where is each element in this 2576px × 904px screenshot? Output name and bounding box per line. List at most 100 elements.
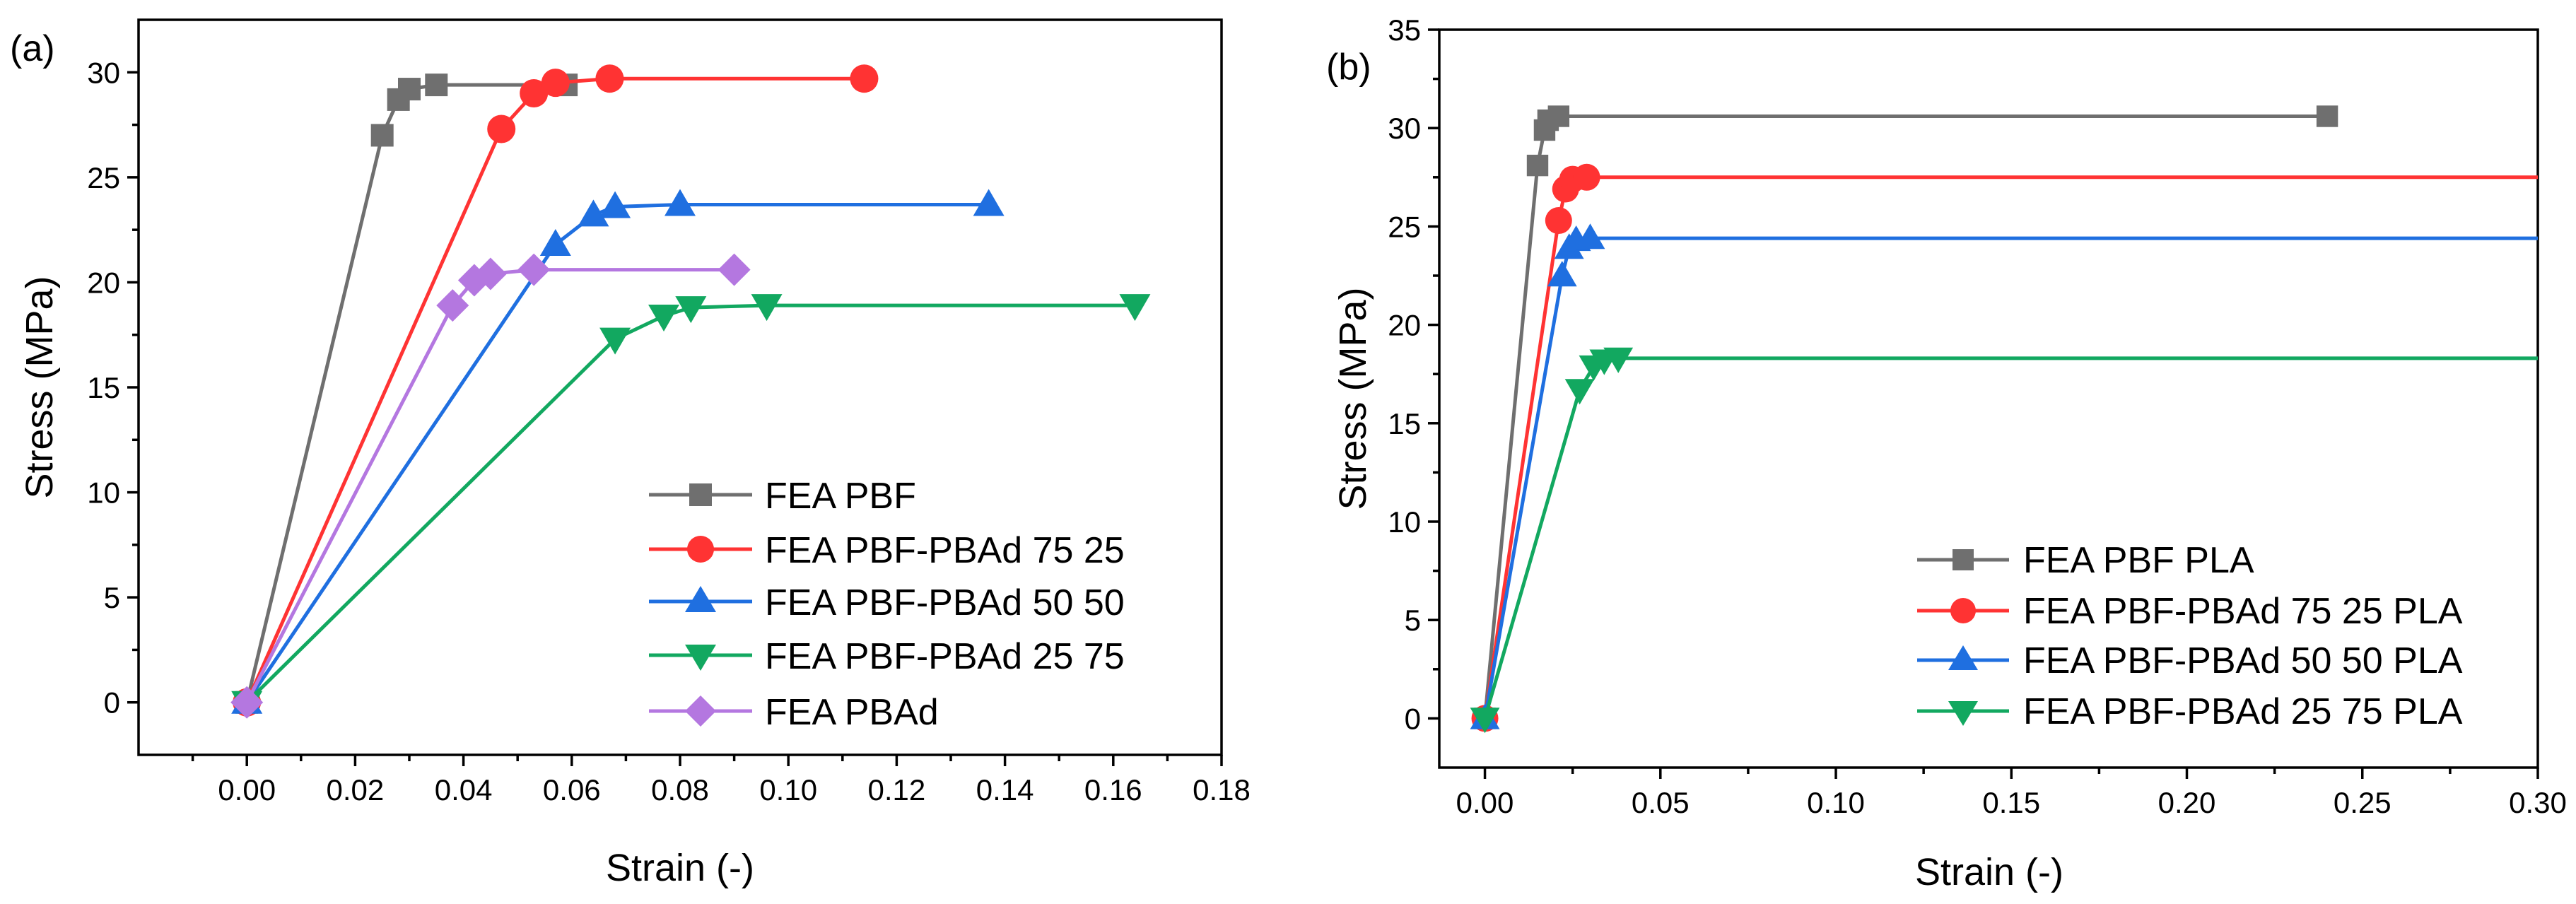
series-fea-pbf-pbad-50-50 [231, 189, 1005, 714]
panel-a-label: (a) [10, 28, 55, 69]
x-tick-label: 0.16 [1084, 773, 1142, 806]
data-point-marker [1575, 223, 1605, 250]
data-point-marker [370, 124, 394, 147]
panel-a-legend-entry-0: FEA PBF [649, 476, 916, 517]
panel-a-legend-entry-3: FEA PBF-PBAd 25 75 [649, 636, 1125, 677]
x-tick-label: 0.04 [435, 773, 493, 806]
panel-a-legend-entry-1: FEA PBF-PBAd 75 25 [649, 530, 1125, 571]
data-point-marker [599, 191, 631, 218]
panel-b-label: (b) [1326, 47, 1371, 88]
x-tick-label: 0.15 [1982, 786, 2040, 819]
legend-circle-marker [1950, 598, 1976, 623]
data-point-marker [665, 189, 696, 216]
data-point-marker [1119, 294, 1151, 322]
data-point-marker [1545, 207, 1572, 235]
panel-b-legend-entry-3: FEA PBF-PBAd 25 75 PLA [1917, 691, 2463, 732]
legend-diamond-marker [685, 695, 716, 727]
series-fea-pbf-pbad-75-25 [233, 64, 879, 717]
x-tick-label: 0.18 [1193, 773, 1251, 806]
data-point-marker [1526, 154, 1549, 177]
series-line [1483, 175, 2538, 719]
y-tick-label: 10 [1388, 505, 1421, 539]
data-point-marker [474, 257, 507, 290]
data-point-marker [1547, 261, 1577, 287]
y-tick-label: 25 [87, 161, 120, 194]
legend-label: FEA PBF-PBAd 50 50 PLA [2023, 640, 2463, 681]
y-tick-label: 0 [1405, 702, 1421, 735]
panel-b-legend-entry-2: FEA PBF-PBAd 50 50 PLA [1917, 640, 2463, 681]
series-fea-pbf-pla [1474, 105, 2338, 729]
data-point-marker [751, 294, 783, 322]
x-tick-label: 0.12 [868, 773, 926, 806]
x-tick-label: 0.14 [976, 773, 1034, 806]
panel-a-y-tick-labels: 0 5 10 15 20 25 30 [87, 56, 120, 719]
series-line [245, 303, 1135, 704]
legend-label: FEA PBAd [765, 692, 939, 733]
data-point-marker [425, 74, 448, 97]
series-fea-pbf-pbad-75-25-pla [1471, 163, 2538, 732]
x-tick-label: 0.00 [1456, 786, 1514, 819]
legend-triangle-up-marker [685, 586, 716, 612]
data-point-marker [718, 253, 751, 286]
series-fea-pbad [230, 253, 751, 719]
panel-a-legend: FEA PBF FEA PBF-PBAd 75 25 FEA PBF-PBAd … [649, 476, 1125, 733]
panel-a-x-tick-labels: 0.00 0.02 0.04 0.06 0.08 0.10 0.12 0.14 0.16 0.18 [218, 773, 1251, 806]
panel-a-legend-entry-2: FEA PBF-PBAd 50 50 [649, 582, 1125, 623]
data-point-marker [398, 78, 421, 101]
panel-a: (a) 0.00 0.02 0.04 0.06 0.08 0.10 0.12 0.14 0.16… [10, 18, 1251, 889]
y-tick-label: 0 [104, 686, 120, 720]
data-point-marker [539, 228, 571, 256]
data-point-marker [578, 199, 609, 227]
legend-label: FEA PBF-PBAd 75 25 PLA [2023, 591, 2463, 632]
panel-a-y-axis-title: Stress (MPa) [18, 276, 61, 498]
data-point-marker [2316, 105, 2338, 127]
panel-b-x-tick-labels: 0.00 0.05 0.10 0.15 0.20 0.25 0.30 [1456, 786, 2567, 819]
y-tick-label: 30 [1388, 112, 1421, 145]
legend-label: FEA PBF-PBAd 75 25 [765, 530, 1125, 571]
data-point-marker [648, 304, 680, 331]
data-point-marker [675, 296, 707, 324]
panel-b-legend-entry-0: FEA PBF PLA [1917, 540, 2254, 581]
panel-a-x-axis-title: Strain (-) [606, 847, 754, 889]
x-tick-label: 0.06 [543, 773, 601, 806]
y-tick-label: 15 [1388, 407, 1421, 440]
y-tick-label: 20 [1388, 309, 1421, 342]
legend-triangle-down-marker [685, 645, 716, 671]
data-point-marker [595, 64, 624, 93]
legend-label: FEA PBF PLA [2023, 540, 2254, 581]
data-point-marker [599, 327, 631, 355]
y-tick-label: 5 [104, 581, 120, 614]
y-tick-label: 10 [87, 476, 120, 510]
panel-a-legend-entry-4: FEA PBAd [649, 692, 939, 733]
data-point-marker [436, 289, 469, 322]
y-tick-label: 25 [1388, 210, 1421, 243]
y-tick-label: 15 [87, 371, 120, 404]
data-point-marker [1564, 379, 1595, 405]
legend-label: FEA PBF [765, 476, 916, 517]
legend-triangle-up-marker [1948, 645, 1978, 670]
data-point-marker [850, 64, 879, 93]
panel-b-y-axis-title: Stress (MPa) [1332, 287, 1374, 510]
panel-b-series [1470, 105, 2538, 734]
legend-label: FEA PBF-PBAd 25 75 PLA [2023, 691, 2463, 732]
legend-label: FEA PBF-PBAd 25 75 [765, 636, 1125, 677]
y-tick-label: 30 [87, 56, 120, 89]
panel-b-x-axis-title: Strain (-) [1915, 851, 2063, 893]
x-tick-label: 0.20 [2158, 786, 2216, 819]
panel-a-series [230, 64, 1151, 719]
data-point-marker [487, 115, 516, 143]
panel-b-ticks [1428, 28, 2539, 779]
panel-b-legend-entry-1: FEA PBF-PBAd 75 25 PLA [1917, 591, 2463, 632]
series-fea-pbf-pbad-25-75-pla [1470, 347, 2538, 734]
series-line [245, 268, 734, 703]
series-fea-pbf-pbad-50-50-pla [1470, 223, 2538, 729]
data-point-marker [1603, 347, 1634, 373]
x-tick-label: 0.02 [327, 773, 385, 806]
y-tick-label: 20 [87, 266, 120, 299]
y-tick-label: 35 [1388, 13, 1421, 47]
data-point-marker [1547, 105, 1570, 127]
panel-b: (b) 0.00 0.05 0.10 0.15 0.20 0.25 0.30 0 5 10 15 2… [1326, 13, 2567, 893]
panel-b-legend: FEA PBF PLA FEA PBF-PBAd 75 25 PLA FEA P… [1917, 540, 2463, 732]
legend-square-marker [689, 483, 712, 506]
